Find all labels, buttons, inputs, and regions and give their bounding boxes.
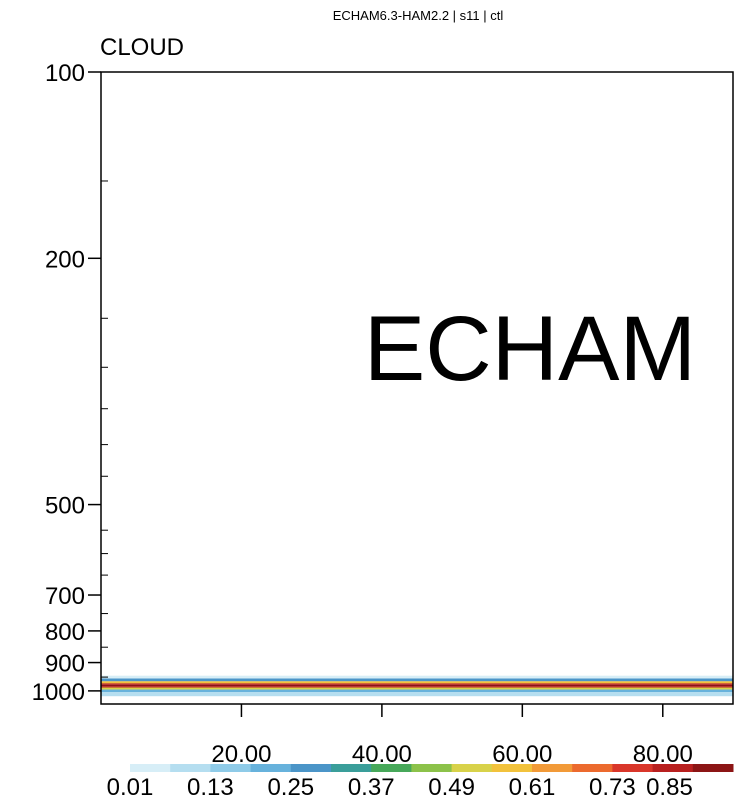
x-axis: 20.00 40.00 60.00 80.00 [211,704,693,768]
colorbar-swatch [290,764,332,772]
colorbar-swatch [491,764,533,772]
x-tick-label: 40.00 [352,741,412,768]
colorbar-label: 0.85 [646,774,693,800]
cloud-band [101,683,733,685]
y-tick-label: 900 [45,651,85,678]
y-tick-label: 100 [45,60,85,87]
colorbar-swatch [130,764,171,772]
colorbar-label: 0.13 [187,774,234,800]
y-tick-label: 800 [45,619,85,646]
cloud-band [101,692,733,697]
y-tick-label: 200 [45,246,85,273]
colorbar-swatch [652,764,694,772]
cloud-band [101,678,733,682]
annotation-echam: ECHAM [364,298,696,400]
colorbar-swatch [210,764,252,772]
y-tick-label: 1000 [32,679,85,706]
cloud-band [101,684,733,687]
y-tick-label: 700 [45,583,85,610]
colorbar-swatch [250,764,292,772]
cloud-band [101,686,733,688]
chart-title: ECHAM6.3-HAM2.2 | s11 | ctl [333,8,504,23]
colorbar-swatch [572,764,613,772]
x-tick-label: 60.00 [492,741,552,768]
cloud-band [101,687,733,690]
variable-label: CLOUD [100,34,184,61]
x-tick-label: 80.00 [633,741,693,768]
colorbar: 0.01 0.13 0.25 0.37 0.49 0.61 0.73 0.85 [107,764,734,800]
cloud-band [101,675,733,679]
cloud-field [101,675,733,697]
plot-frame [100,71,734,705]
colorbar-swatch [612,764,654,772]
cloud-band [101,681,733,684]
colorbar-swatch [411,764,453,772]
colorbar-swatch [170,764,211,772]
colorbar-swatch [331,764,372,772]
colorbar-label: 0.01 [107,774,154,800]
x-tick-label: 20.00 [211,741,271,768]
colorbar-label: 0.37 [348,774,395,800]
cloud-band [101,689,733,693]
colorbar-label: 0.49 [428,774,475,800]
colorbar-swatch [692,764,734,772]
colorbar-label: 0.73 [589,774,636,800]
colorbar-swatch [451,764,493,772]
colorbar-swatch [371,764,412,772]
colorbar-label: 0.25 [267,774,314,800]
colorbar-swatch [532,764,573,772]
y-tick-label: 500 [45,493,85,520]
colorbar-label: 0.61 [509,774,556,800]
